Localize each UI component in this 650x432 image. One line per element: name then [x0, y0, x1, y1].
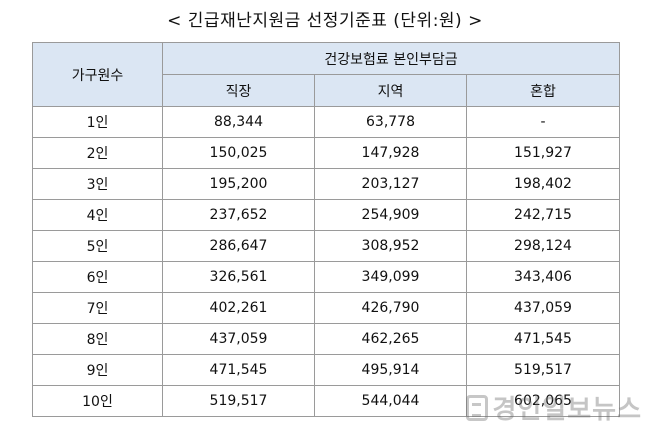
insurance-premium-group-header: 건강보험료 본인부담금 [162, 42, 620, 75]
regional-value-cell: 426,790 [314, 292, 467, 324]
household-size-cell: 2인 [32, 137, 163, 169]
workplace-value-cell: 237,652 [162, 199, 315, 231]
table-row: 5인 286,647 308,952 298,124 [32, 230, 620, 262]
workplace-value-cell: 150,025 [162, 137, 315, 169]
table-row: 2인 150,025 147,928 151,927 [32, 137, 620, 169]
regional-value-cell: 349,099 [314, 261, 467, 293]
column-header-mixed: 혼합 [466, 74, 620, 107]
household-size-cell: 3인 [32, 168, 163, 200]
column-header-workplace: 직장 [162, 74, 315, 107]
household-size-cell: 5인 [32, 230, 163, 262]
regional-value-cell: 544,044 [314, 385, 467, 417]
household-size-cell: 4인 [32, 199, 163, 231]
selection-criteria-table: 가구원수 건강보험료 본인부담금 직장 지역 혼합 1인 88,344 63,7… [32, 42, 620, 417]
table-row: 9인 471,545 495,914 519,517 [32, 354, 620, 386]
workplace-value-cell: 471,545 [162, 354, 315, 386]
regional-value-cell: 495,914 [314, 354, 467, 386]
household-size-cell: 6인 [32, 261, 163, 293]
mixed-value-cell: 242,715 [466, 199, 620, 231]
workplace-value-cell: 402,261 [162, 292, 315, 324]
household-size-cell: 8인 [32, 323, 163, 355]
workplace-value-cell: 519,517 [162, 385, 315, 417]
household-size-cell: 1인 [32, 106, 163, 138]
mixed-value-cell: 437,059 [466, 292, 620, 324]
mixed-value-cell: 471,545 [466, 323, 620, 355]
table-row: 6인 326,561 349,099 343,406 [32, 261, 620, 293]
workplace-value-cell: 195,200 [162, 168, 315, 200]
regional-value-cell: 462,265 [314, 323, 467, 355]
table-row: 8인 437,059 462,265 471,545 [32, 323, 620, 355]
regional-value-cell: 203,127 [314, 168, 467, 200]
mixed-value-cell: 298,124 [466, 230, 620, 262]
workplace-value-cell: 437,059 [162, 323, 315, 355]
household-size-cell: 9인 [32, 354, 163, 386]
regional-value-cell: 147,928 [314, 137, 467, 169]
mixed-value-cell: - [466, 106, 620, 138]
workplace-value-cell: 286,647 [162, 230, 315, 262]
household-size-cell: 10인 [32, 385, 163, 417]
mixed-value-cell: 151,927 [466, 137, 620, 169]
table-row: 3인 195,200 203,127 198,402 [32, 168, 620, 200]
mixed-value-cell: 343,406 [466, 261, 620, 293]
table-row: 10인 519,517 544,044 602,065 [32, 385, 620, 417]
regional-value-cell: 63,778 [314, 106, 467, 138]
column-header-regional: 지역 [314, 74, 467, 107]
household-size-header: 가구원수 [32, 42, 163, 107]
workplace-value-cell: 326,561 [162, 261, 315, 293]
table-row: 4인 237,652 254,909 242,715 [32, 199, 620, 231]
table-row: 1인 88,344 63,778 - [32, 106, 620, 138]
regional-value-cell: 254,909 [314, 199, 467, 231]
household-size-cell: 7인 [32, 292, 163, 324]
mixed-value-cell: 519,517 [466, 354, 620, 386]
regional-value-cell: 308,952 [314, 230, 467, 262]
mixed-value-cell: 198,402 [466, 168, 620, 200]
workplace-value-cell: 88,344 [162, 106, 315, 138]
mixed-value-cell: 602,065 [466, 385, 620, 417]
table-row: 7인 402,261 426,790 437,059 [32, 292, 620, 324]
page-title: < 긴급재난지원금 선정기준표 (단위:원) > [167, 11, 483, 31]
